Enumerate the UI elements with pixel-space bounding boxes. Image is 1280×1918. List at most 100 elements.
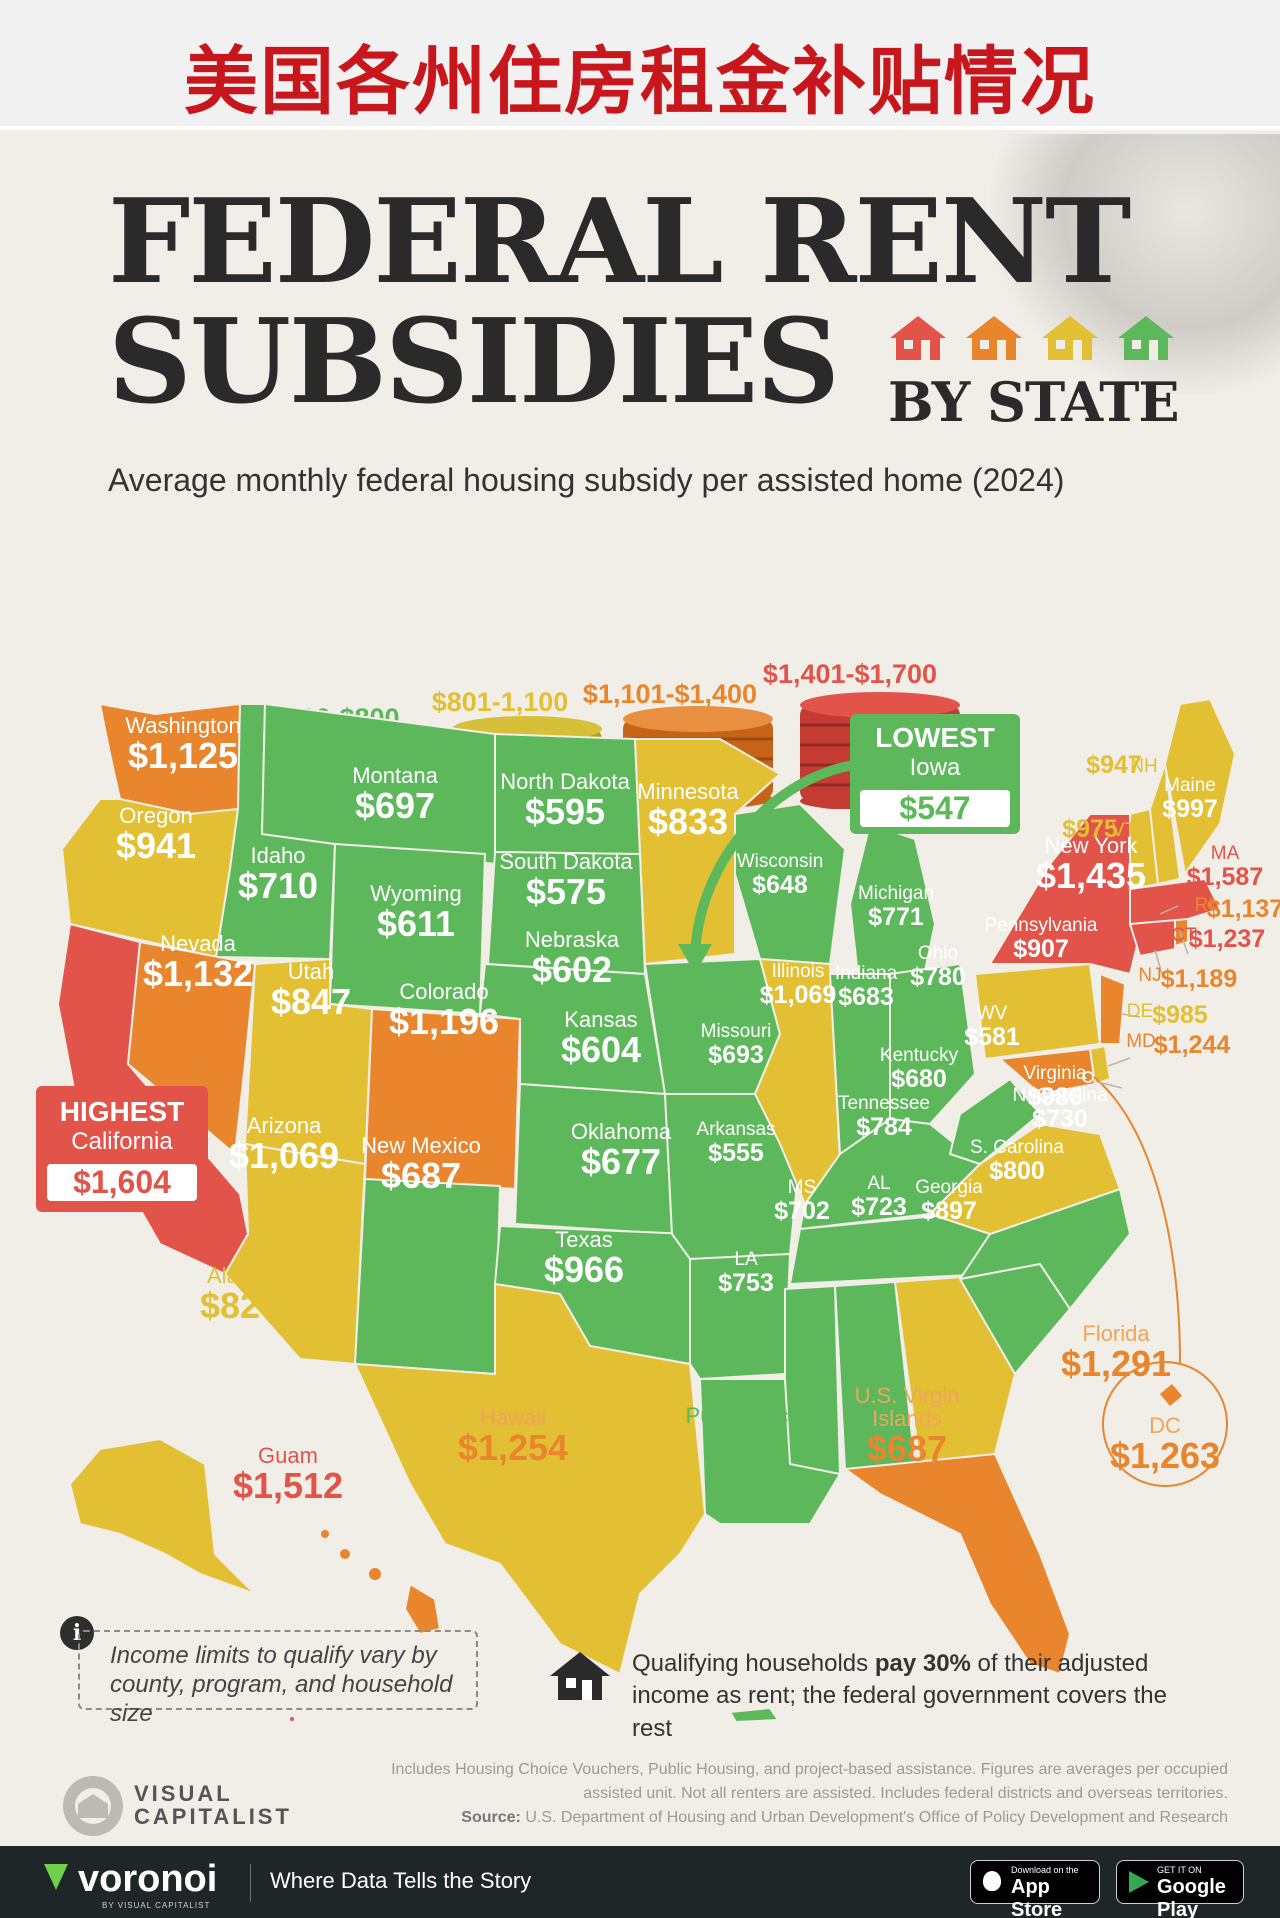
state-label-alaska: Alaska $824 — [199, 1263, 281, 1327]
state-label-indiana: Indiana $683 — [834, 963, 898, 1011]
house-icons — [890, 316, 1174, 360]
lowest-callout: LOWEST Iowa $547 — [850, 714, 1020, 834]
lowest-value: $547 — [860, 790, 1010, 827]
territory-shape-alaska — [69, 1438, 256, 1595]
state-label-hawaii: Hawaii $1,254 — [457, 1405, 569, 1469]
state-label-georgia: Georgia $897 — [915, 1177, 983, 1225]
state-label-n-carolina: N. Carolina $730 — [1012, 1085, 1108, 1133]
dc-icon — [1160, 1384, 1182, 1406]
dc-marker — [1082, 1071, 1094, 1083]
state-label-missouri: Missouri $693 — [700, 1021, 772, 1069]
legend-label-red: $1,401-$1,700 — [762, 659, 938, 689]
highest-state: California — [71, 1128, 173, 1155]
state-label-tennessee: Tennessee $784 — [838, 1093, 930, 1141]
house-icon-yellow — [1042, 316, 1098, 360]
state-label-ct-name: CT — [1171, 925, 1197, 946]
state-label-colorado: Colorado $1,196 — [388, 979, 500, 1043]
state-label-nevada: Nevada $1,132 — [142, 931, 254, 995]
state-shape-west-virginia — [949, 1078, 1041, 1165]
state-label-new-mexico: New Mexico $687 — [361, 1133, 481, 1197]
state-label-kansas: Kansas $604 — [560, 1007, 642, 1071]
state-label-vt: $975 — [1062, 815, 1118, 843]
state-label-puerto-rico: Puerto Rico $687 — [685, 1403, 801, 1467]
state-label-us-virgin-islands: U.S. Virgin Islands $687 — [854, 1383, 960, 1470]
dc-callout-line — [1093, 1076, 1228, 1487]
lowest-state: Iowa — [909, 754, 961, 781]
state-shape-mississippi — [784, 1285, 841, 1475]
divider — [250, 1864, 251, 1902]
lowest-arrow — [690, 759, 861, 955]
tagline: Where Data Tells the Story — [270, 1868, 532, 1893]
state-label-illinois: Illinois $1,069 — [759, 961, 837, 1009]
state-label-dc: DC $1,263 — [1109, 1413, 1221, 1477]
top-banner: 美国各州住房租金补贴情况 — [0, 0, 1280, 130]
voronoi-byline: BY VISUAL CAPITALIST — [102, 1901, 211, 1910]
state-label-wv: WV $581 — [964, 1003, 1020, 1051]
state-label-de-name: DE — [1126, 1001, 1154, 1022]
territory-shape-hawaii — [319, 1528, 441, 1635]
state-label-vt-name: VT — [1111, 820, 1137, 841]
state-label-ohio: Ohio $780 — [910, 943, 966, 991]
apple-icon — [983, 1871, 1001, 1891]
state-label-arizona: Arizona $1,069 — [228, 1113, 340, 1177]
house-icon-orange — [966, 316, 1022, 360]
house-icon-red — [890, 316, 946, 360]
state-shape-delaware — [1089, 1045, 1111, 1085]
highest-callout: HIGHEST California $1,604 — [36, 1086, 208, 1212]
title-by-state: BY STATE — [888, 370, 1180, 434]
state-label-ct: $1,237 — [1188, 925, 1266, 953]
state-label-pennsylvania: Pennsylvania $907 — [984, 915, 1098, 963]
state-label-de: $985 — [1152, 1001, 1208, 1029]
state-label-kentucky: Kentucky $680 — [879, 1045, 959, 1093]
state-label-new-york: New York $1,435 — [1035, 833, 1147, 897]
state-shape-arkansas — [689, 1253, 791, 1380]
state-label-ri-name: RI — [1194, 895, 1214, 916]
payment-text: Qualifying households pay 30% of their a… — [632, 1650, 1167, 1742]
state-shape-massachusetts — [1129, 878, 1221, 925]
state-label-wyoming: Wyoming $611 — [370, 881, 462, 945]
state-shape-colorado — [364, 1008, 521, 1190]
voronoi-brand[interactable]: voronoi — [78, 1858, 218, 1900]
state-label-nh: $947 — [1086, 751, 1142, 779]
state-label-ms: MS $702 — [774, 1177, 830, 1225]
subtitle: Average monthly federal housing subsidy … — [108, 462, 1065, 498]
bottom-bar: voronoi BY VISUAL CAPITALIST Where Data … — [0, 1846, 1280, 1918]
banner-title: 美国各州住房租金补贴情况 — [184, 39, 1096, 125]
state-label-nebraska: Nebraska $602 — [524, 927, 620, 991]
app-store-button[interactable]: Download on the App Store — [970, 1860, 1100, 1918]
voronoi-logo-icon — [44, 1864, 68, 1890]
legend-label-yellow: $801-1,100 — [431, 687, 569, 717]
state-label-florida: Florida $1,291 — [1060, 1321, 1172, 1385]
state-label-michigan: Michigan $771 — [857, 883, 935, 931]
title-line-2: SUBSIDIES — [108, 294, 840, 430]
state-shape-arizona — [224, 1143, 366, 1365]
legend-label-orange: $1,101-$1,400 — [582, 679, 758, 709]
leader-lines — [1097, 905, 1189, 1089]
state-shape-new-hampshire — [1149, 763, 1181, 885]
state-label-arkansas: Arkansas $555 — [696, 1119, 776, 1167]
visual-capitalist-logo — [63, 1776, 123, 1836]
state-label-s-carolina: S. Carolina $800 — [970, 1137, 1064, 1185]
state-label-minnesota: Minnesota $833 — [637, 779, 739, 843]
visual-capitalist-wordmark: VISUAL CAPITALIST — [134, 1781, 292, 1830]
state-shape-ohio — [889, 963, 976, 1125]
lowest-heading: LOWEST — [875, 722, 995, 753]
state-label-utah: Utah $847 — [270, 959, 352, 1023]
us-map: Washington $1,125 Oregon $941 Idaho $710 Mo… — [0, 674, 1280, 1734]
state-label-south-dakota: South Dakota $575 — [499, 849, 633, 913]
state-shape-new-mexico — [354, 1178, 501, 1375]
footnote: Includes Housing Choice Vouchers, Public… — [391, 1761, 1228, 1826]
state-label-washington: Washington $1,125 — [125, 713, 241, 777]
highest-value: $1,604 — [47, 1164, 197, 1201]
google-play-button[interactable]: GET IT ON Google Play — [1116, 1860, 1244, 1918]
state-label-north-dakota: North Dakota $595 — [500, 769, 630, 833]
state-label-ma: MA $1,587 — [1186, 843, 1264, 891]
house-icon — [550, 1652, 610, 1700]
state-label-md-name: MD — [1126, 1031, 1156, 1052]
play-icon — [1129, 1871, 1149, 1893]
highest-heading: HIGHEST — [59, 1096, 185, 1127]
state-label-al: AL $723 — [851, 1173, 907, 1221]
state-shape-new-jersey — [1099, 973, 1126, 1045]
state-label-la: LA $753 — [718, 1249, 774, 1297]
income-limits-text: Income limits to qualify vary by county,… — [110, 1642, 453, 1727]
